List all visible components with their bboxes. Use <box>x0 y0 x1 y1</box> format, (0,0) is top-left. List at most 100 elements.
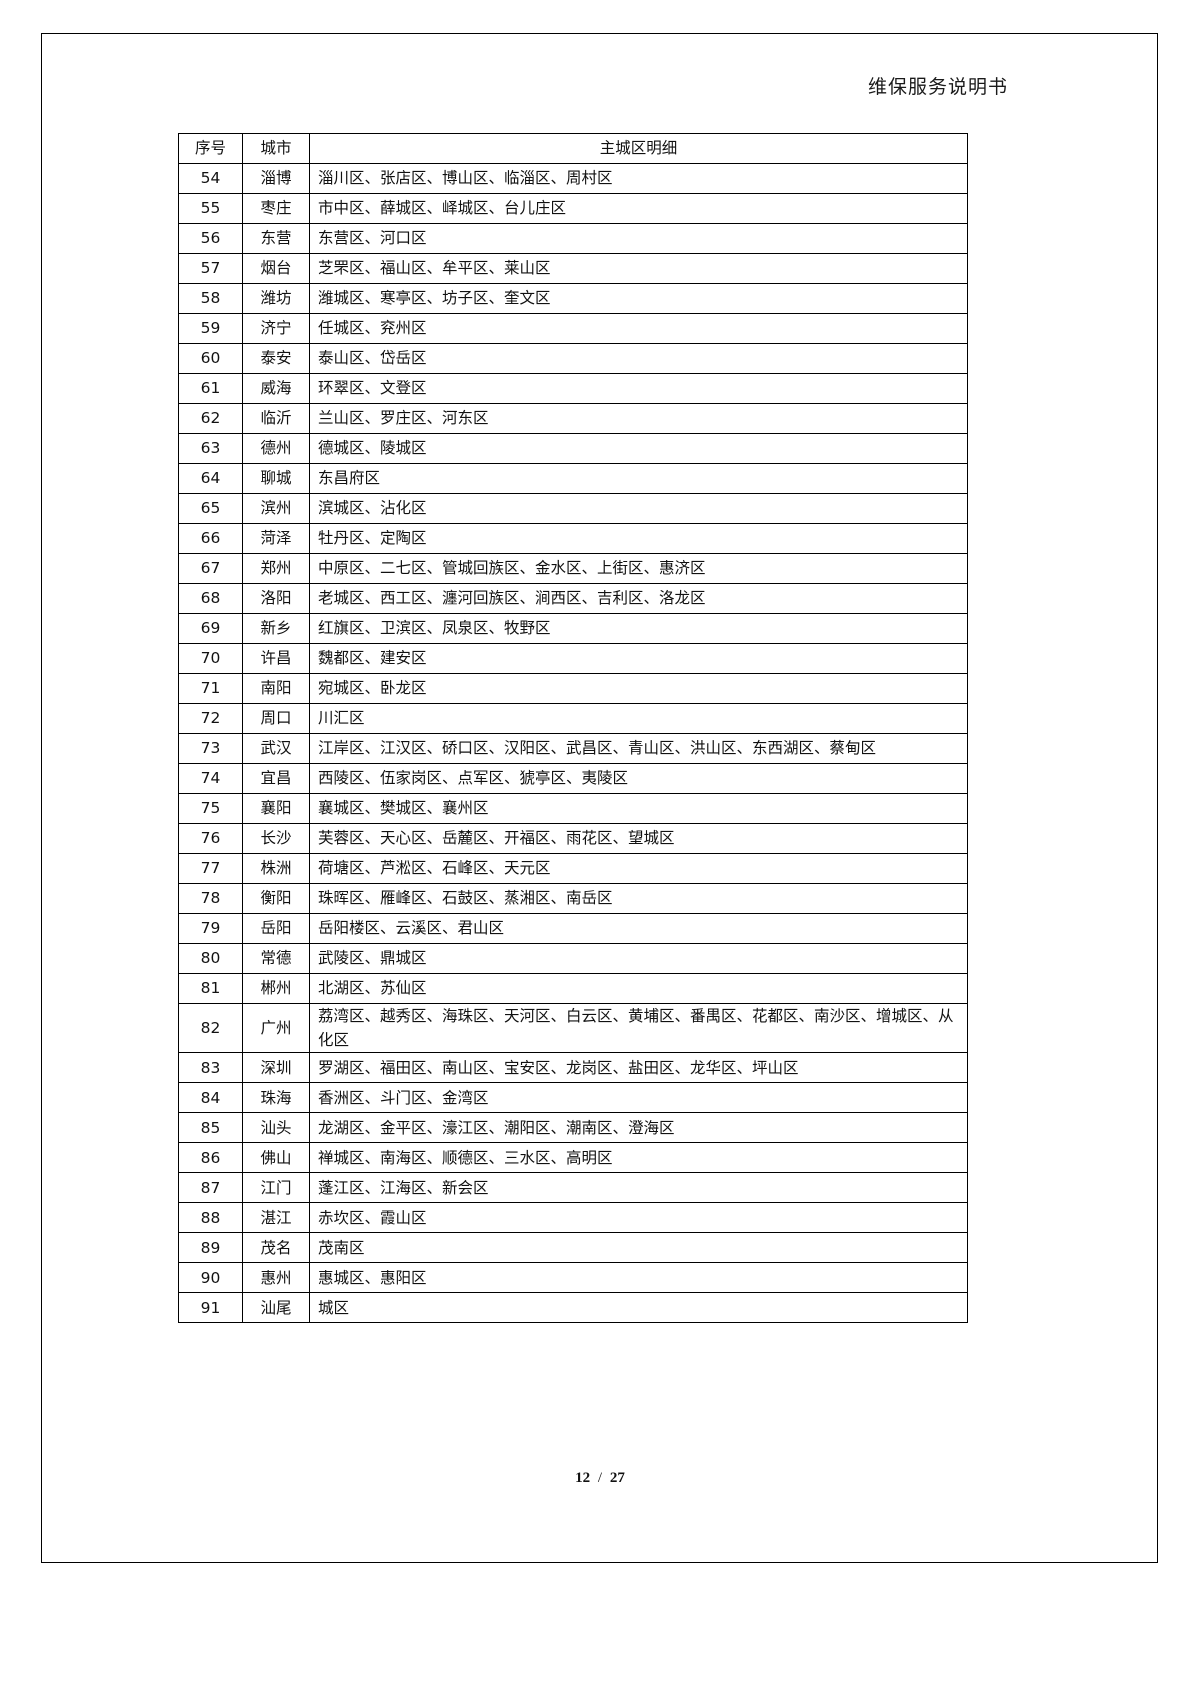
cell-city: 烟台 <box>242 253 310 284</box>
cell-city: 东营 <box>242 223 310 254</box>
table-row: 72 周口 川汇区 <box>178 703 968 734</box>
cell-detail: 东昌府区 <box>309 463 968 494</box>
cell-no: 64 <box>178 463 243 494</box>
cell-no: 75 <box>178 793 243 824</box>
cell-no: 58 <box>178 283 243 314</box>
cell-city: 珠海 <box>242 1082 310 1114</box>
cell-city: 长沙 <box>242 823 310 854</box>
cell-detail: 江岸区、江汉区、硚口区、汉阳区、武昌区、青山区、洪山区、东西湖区、蔡甸区 <box>309 733 968 764</box>
cell-detail: 岳阳楼区、云溪区、君山区 <box>309 913 968 944</box>
cell-city: 泰安 <box>242 343 310 374</box>
cell-no: 82 <box>178 1002 243 1054</box>
cell-city: 株洲 <box>242 853 310 884</box>
page-header: 维保服务说明书 <box>41 72 1158 112</box>
cell-city: 菏泽 <box>242 523 310 554</box>
table-row: 58 潍坊 潍城区、寒亭区、坊子区、奎文区 <box>178 283 968 314</box>
cell-detail: 环翠区、文登区 <box>309 373 968 404</box>
table-row: 81 郴州 北湖区、苏仙区 <box>178 973 968 1004</box>
cell-detail: 中原区、二七区、管城回族区、金水区、上街区、惠济区 <box>309 553 968 584</box>
cell-city: 常德 <box>242 943 310 974</box>
cell-no: 89 <box>178 1232 243 1264</box>
cell-detail: 德城区、陵城区 <box>309 433 968 464</box>
cell-detail: 武陵区、鼎城区 <box>309 943 968 974</box>
cell-city: 深圳 <box>242 1052 310 1084</box>
table-body: 54 淄博 淄川区、张店区、博山区、临淄区、周村区 55 枣庄 市中区、薛城区、峄城区、台… <box>178 163 968 1324</box>
cell-city: 周口 <box>242 703 310 734</box>
cell-detail: 城区 <box>309 1292 968 1324</box>
cell-detail: 红旗区、卫滨区、凤泉区、牧野区 <box>309 613 968 644</box>
cell-detail: 任城区、兖州区 <box>309 313 968 344</box>
cell-detail: 老城区、西工区、瀍河回族区、涧西区、吉利区、洛龙区 <box>309 583 968 614</box>
main-city-district-table: 序号 城市 主城区明细 54 淄博 淄川区、张店区、博山区、临淄区、周村区 55 枣庄市… <box>178 133 968 1324</box>
cell-no: 87 <box>178 1172 243 1204</box>
cell-city: 茂名 <box>242 1232 310 1264</box>
cell-detail: 禅城区、南海区、顺德区、三水区、高明区 <box>309 1142 968 1174</box>
cell-city: 滨州 <box>242 493 310 524</box>
table-row: 64 聊城 东昌府区 <box>178 463 968 494</box>
cell-detail: 珠晖区、雁峰区、石鼓区、蒸湘区、南岳区 <box>309 883 968 914</box>
cell-no: 80 <box>178 943 243 974</box>
cell-city: 郑州 <box>242 553 310 584</box>
table-row: 85 汕头 龙湖区、金平区、濠江区、潮阳区、潮南区、澄海区 <box>178 1112 968 1144</box>
table-row: 57 烟台 芝罘区、福山区、牟平区、莱山区 <box>178 253 968 284</box>
table-row: 91 汕尾 城区 <box>178 1292 968 1324</box>
cell-city: 南阳 <box>242 673 310 704</box>
cell-city: 汕头 <box>242 1112 310 1144</box>
table-row: 69 新乡 红旗区、卫滨区、凤泉区、牧野区 <box>178 613 968 644</box>
column-header-detail: 主城区明细 <box>309 133 968 164</box>
cell-no: 78 <box>178 883 243 914</box>
cell-no: 72 <box>178 703 243 734</box>
table-row: 62 临沂 兰山区、罗庄区、河东区 <box>178 403 968 434</box>
cell-no: 77 <box>178 853 243 884</box>
cell-no: 90 <box>178 1262 243 1294</box>
table-row: 78 衡阳 珠晖区、雁峰区、石鼓区、蒸湘区、南岳区 <box>178 883 968 914</box>
cell-city: 惠州 <box>242 1262 310 1294</box>
header-title: 维保服务说明书 <box>867 76 1008 98</box>
table-row: 89 茂名 茂南区 <box>178 1232 968 1264</box>
table-row: 54 淄博 淄川区、张店区、博山区、临淄区、周村区 <box>178 163 968 194</box>
cell-no: 83 <box>178 1052 243 1084</box>
cell-city: 洛阳 <box>242 583 310 614</box>
cell-no: 59 <box>178 313 243 344</box>
table-row: 88 湛江 赤坎区、霞山区 <box>178 1202 968 1234</box>
footer-separator: / <box>597 1470 603 1486</box>
cell-detail: 芝罘区、福山区、牟平区、莱山区 <box>309 253 968 284</box>
cell-detail: 香洲区、斗门区、金湾区 <box>309 1082 968 1114</box>
cell-no: 86 <box>178 1142 243 1174</box>
page-footer: 12 / 27 <box>0 1470 1200 1487</box>
column-header-city: 城市 <box>242 133 310 164</box>
table-row: 65 滨州 滨城区、沾化区 <box>178 493 968 524</box>
cell-no: 79 <box>178 913 243 944</box>
table-row: 68 洛阳 老城区、西工区、瀍河回族区、涧西区、吉利区、洛龙区 <box>178 583 968 614</box>
cell-no: 61 <box>178 373 243 404</box>
cell-detail: 潍城区、寒亭区、坊子区、奎文区 <box>309 283 968 314</box>
table-row: 70 许昌 魏都区、建安区 <box>178 643 968 674</box>
table-row: 77 株洲 荷塘区、芦淞区、石峰区、天元区 <box>178 853 968 884</box>
cell-detail: 东营区、河口区 <box>309 223 968 254</box>
cell-no: 91 <box>178 1292 243 1324</box>
cell-city: 淄博 <box>242 163 310 194</box>
cell-no: 56 <box>178 223 243 254</box>
table-row: 67 郑州 中原区、二七区、管城回族区、金水区、上街区、惠济区 <box>178 553 968 584</box>
footer-current-page: 12 <box>575 1470 591 1486</box>
table-row: 79 岳阳 岳阳楼区、云溪区、君山区 <box>178 913 968 944</box>
cell-no: 67 <box>178 553 243 584</box>
cell-detail: 荷塘区、芦淞区、石峰区、天元区 <box>309 853 968 884</box>
table-row: 83 深圳 罗湖区、福田区、南山区、宝安区、龙岗区、盐田区、龙华区、坪山区 <box>178 1052 968 1084</box>
table-row: 61 威海 环翠区、文登区 <box>178 373 968 404</box>
cell-detail: 兰山区、罗庄区、河东区 <box>309 403 968 434</box>
cell-no: 81 <box>178 973 243 1004</box>
cell-detail: 淄川区、张店区、博山区、临淄区、周村区 <box>309 163 968 194</box>
table-row: 71 南阳 宛城区、卧龙区 <box>178 673 968 704</box>
cell-detail: 蓬江区、江海区、新会区 <box>309 1172 968 1204</box>
cell-no: 63 <box>178 433 243 464</box>
table-row: 60 泰安 泰山区、岱岳区 <box>178 343 968 374</box>
cell-no: 71 <box>178 673 243 704</box>
table-row: 56 东营 东营区、河口区 <box>178 223 968 254</box>
table-row: 87 江门 蓬江区、江海区、新会区 <box>178 1172 968 1204</box>
cell-city: 宜昌 <box>242 763 310 794</box>
table-row: 74 宜昌 西陵区、伍家岗区、点军区、猇亭区、夷陵区 <box>178 763 968 794</box>
column-header-no: 序号 <box>178 133 243 164</box>
cell-no: 88 <box>178 1202 243 1234</box>
